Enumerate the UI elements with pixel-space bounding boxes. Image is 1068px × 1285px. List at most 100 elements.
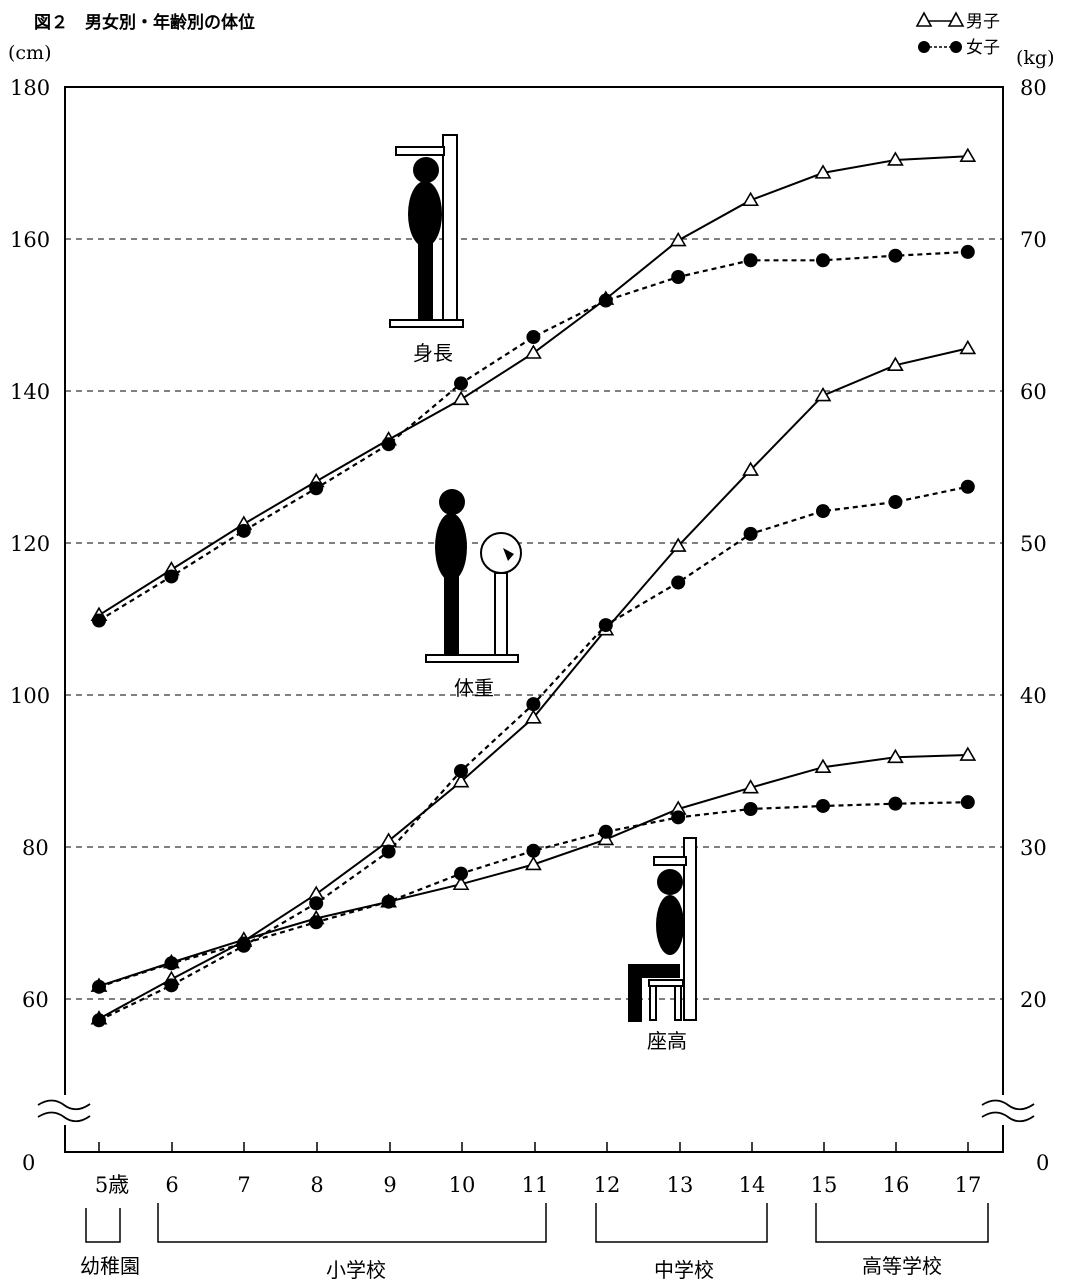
data-point-female-sitting-height-age-16 [888, 796, 903, 811]
data-point-male-weight-age-16 [887, 356, 904, 371]
axis-break-right [980, 1095, 1036, 1125]
data-point-female-weight-age-9 [381, 844, 396, 859]
series-line-female-sitting-height [98, 801, 968, 988]
series-line-female-weight [98, 485, 969, 1022]
right-tick-label: 50 [1020, 532, 1047, 556]
data-point-female-sitting-height-age-13 [671, 810, 686, 825]
data-point-female-height-age-8 [309, 481, 324, 496]
x-tick-label: 9 [383, 1173, 396, 1197]
data-point-female-height-age-9 [381, 437, 396, 452]
data-point-female-sitting-height-age-8 [309, 915, 324, 930]
data-point-male-sitting-height-age-14 [742, 779, 759, 794]
x-tick-label: 7 [237, 1173, 250, 1197]
data-point-male-weight-age-10 [452, 773, 470, 788]
marker-layer [90, 147, 977, 1028]
legend-female: 女子 [918, 38, 1000, 58]
x-tick-label: 12 [594, 1173, 621, 1197]
data-point-male-weight-age-17 [959, 339, 977, 355]
data-point-female-sitting-height-age-14 [743, 802, 758, 816]
gridlines [65, 238, 1003, 1000]
right-tick-label: 0 [1036, 1151, 1049, 1175]
right-axis-ticks: 80 70 60 50 40 30 20 0 [1020, 76, 1049, 1175]
x-tick-label: 8 [310, 1173, 323, 1197]
school-brackets: 幼稚園 小学校 中学校 高等学校 [80, 1203, 989, 1282]
data-point-male-height-age-13 [669, 231, 687, 247]
data-point-female-sitting-height-age-10 [454, 866, 468, 881]
left-tick-label: 180 [10, 76, 50, 100]
data-point-male-sitting-height-age-16 [887, 748, 904, 764]
bracket-kindergarten [85, 1208, 121, 1243]
x-tick-label: 14 [739, 1173, 766, 1197]
school-label-elementary: 小学校 [326, 1258, 386, 1282]
x-tick-label: 10 [449, 1173, 476, 1197]
data-point-female-sitting-height-age-17 [960, 795, 975, 810]
legend-female-label: 女子 [966, 38, 1000, 58]
data-point-male-height-age-11 [525, 344, 542, 359]
data-point-female-weight-age-15 [816, 504, 830, 519]
school-label-junior-high: 中学校 [654, 1258, 714, 1282]
data-point-female-sitting-height-age-12 [598, 824, 613, 839]
data-point-female-height-age-12 [598, 293, 613, 308]
data-point-female-sitting-height-age-7 [236, 936, 251, 951]
data-point-female-height-age-15 [816, 253, 830, 268]
right-tick-label: 70 [1020, 228, 1047, 252]
data-point-female-weight-age-5 [92, 1013, 106, 1028]
data-point-female-weight-age-10 [454, 764, 468, 778]
left-tick-label: 160 [10, 228, 50, 252]
data-point-male-sitting-height-age-15 [814, 758, 832, 774]
x-tick-label: 16 [883, 1173, 910, 1197]
x-tick-label: 15 [811, 1173, 838, 1197]
sitting-height-label: 座高 [647, 1029, 687, 1053]
data-point-male-weight-age-13 [669, 537, 687, 552]
legend-male: 男子 [915, 11, 1000, 32]
data-point-female-weight-age-8 [309, 896, 324, 911]
data-point-female-height-age-14 [743, 253, 758, 268]
data-point-male-weight-age-14 [742, 461, 759, 476]
data-point-female-weight-age-14 [743, 526, 758, 541]
data-point-female-weight-age-13 [671, 575, 686, 590]
left-tick-label: 60 [22, 988, 49, 1012]
sitting-height-pictogram: 座高 [628, 837, 697, 1053]
left-tick-label: 120 [10, 532, 50, 556]
legend-male-marker [947, 11, 965, 27]
data-point-female-sitting-height-age-5 [92, 979, 106, 994]
legend: 男子 女子 [915, 11, 1000, 58]
left-axis-ticks: 180 160 140 120 100 80 60 0 [10, 76, 50, 1175]
right-tick-label: 20 [1020, 988, 1047, 1012]
data-point-male-height-age-15 [814, 164, 832, 179]
data-point-female-weight-age-6 [164, 978, 179, 993]
chart-title: 図２ 男女別・年齢別の体位 [34, 12, 255, 33]
data-point-male-sitting-height-age-10 [452, 875, 470, 891]
data-point-male-weight-age-11 [525, 709, 542, 724]
data-point-female-weight-age-11 [526, 697, 541, 712]
plot-frame [64, 86, 1004, 1153]
x-tick-label: 5歳 [95, 1173, 129, 1197]
data-point-female-height-age-5 [92, 613, 106, 628]
left-tick-label: 80 [22, 836, 49, 860]
weight-pictogram: 体重 [425, 489, 522, 700]
data-point-female-sitting-height-age-15 [816, 798, 830, 813]
data-point-male-weight-age-15 [814, 386, 832, 402]
series-line-male-sitting-height [98, 754, 968, 988]
legend-female-marker [918, 41, 930, 53]
data-point-female-height-age-6 [164, 569, 179, 584]
x-tick-label: 17 [955, 1173, 982, 1197]
school-label-high-school: 高等学校 [862, 1254, 942, 1278]
legend-male-marker [915, 11, 933, 27]
left-axis-unit: (cm) [8, 42, 51, 64]
data-point-female-height-age-11 [526, 330, 541, 345]
right-tick-label: 80 [1020, 76, 1047, 100]
bracket-junior-high [595, 1203, 768, 1243]
height-pictogram: 身長 [389, 134, 464, 365]
data-point-female-weight-age-17 [960, 479, 975, 494]
data-point-male-sitting-height-age-11 [525, 855, 542, 871]
x-axis-ticks: 5歳 6 7 8 9 10 11 12 13 14 15 16 17 [95, 1142, 982, 1197]
data-point-female-height-age-17 [960, 244, 975, 259]
legend-male-label: 男子 [966, 12, 1000, 32]
data-point-male-height-age-16 [887, 151, 904, 166]
series-layer [98, 155, 969, 1022]
data-point-male-height-age-10 [452, 390, 470, 406]
data-point-female-weight-age-12 [598, 618, 613, 633]
school-label-kindergarten: 幼稚園 [80, 1254, 140, 1278]
